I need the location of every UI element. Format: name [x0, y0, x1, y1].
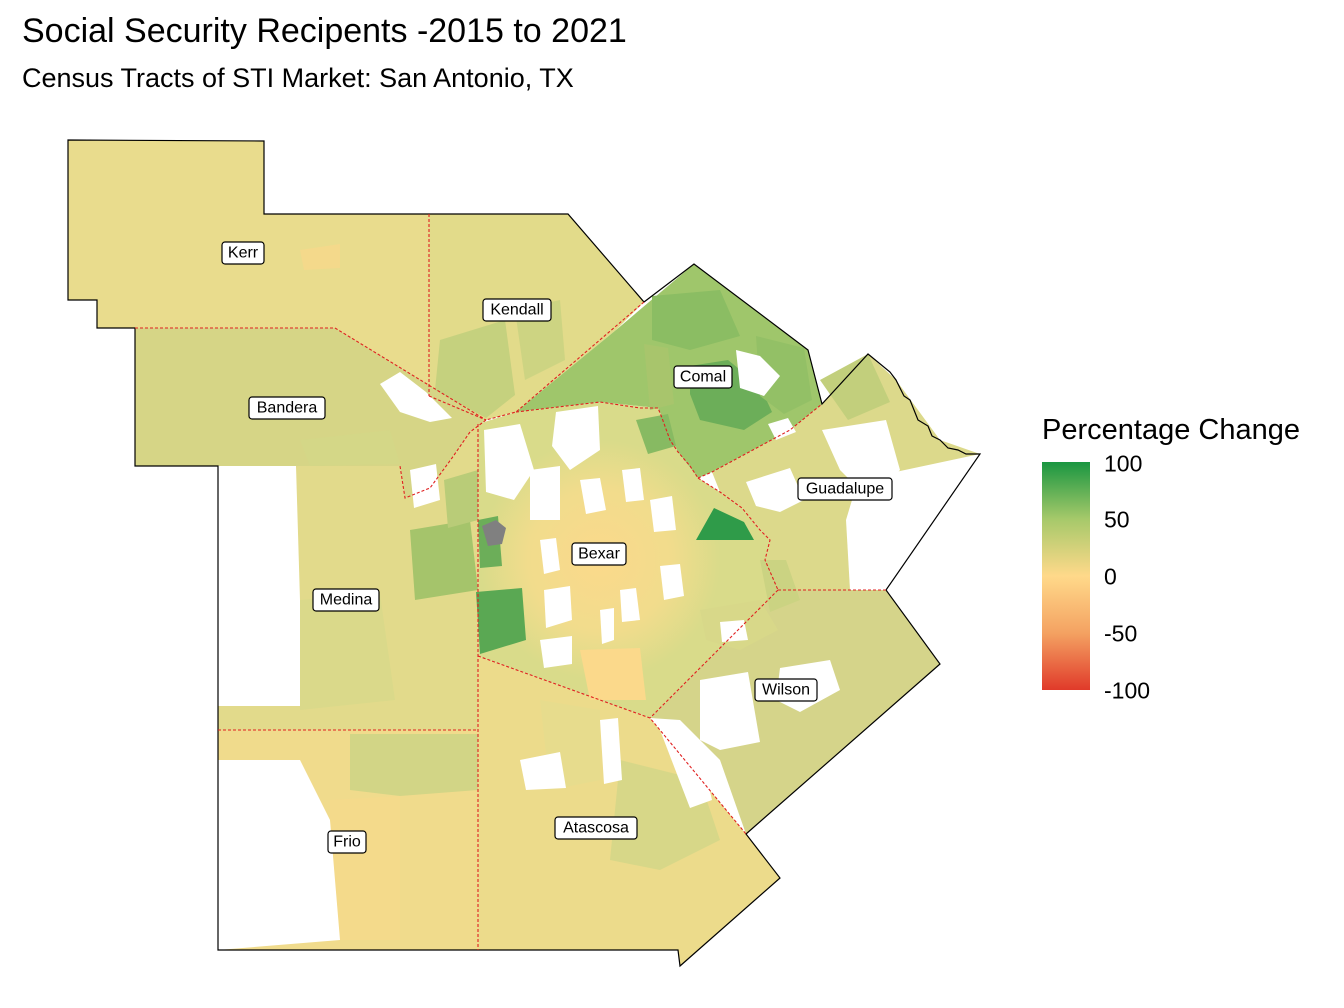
county-label-text: Atascosa [563, 820, 629, 837]
map-title: Social Security Recipents -2015 to 2021 [22, 12, 627, 50]
county-label-text: Kendall [490, 302, 543, 319]
county-label-kendall: Kendall [482, 298, 552, 322]
legend-tick-label: -100 [1104, 677, 1151, 704]
legend-tick-label: 100 [1104, 450, 1143, 477]
legend-tick-label: -50 [1104, 620, 1138, 647]
county-boundaries [135, 214, 886, 950]
county-kerr [68, 140, 429, 396]
county-label-text: Bandera [257, 400, 318, 417]
na-tract [482, 520, 506, 546]
county-label-text: Wilson [762, 682, 810, 699]
county-label-kerr: Kerr [221, 241, 265, 265]
county-label-text: Kerr [228, 245, 259, 262]
county-label-text: Guadalupe [806, 481, 884, 498]
county-label-bexar: Bexar [571, 542, 627, 566]
county-label-bandera: Bandera [248, 396, 326, 420]
tract-shading [300, 244, 890, 940]
missing-data-areas [218, 350, 980, 950]
county-label-text: Medina [320, 592, 373, 609]
legend-tick-label: 50 [1104, 506, 1130, 533]
legend-title: Percentage Change [1042, 414, 1300, 446]
map-subtitle: Census Tracts of STI Market: San Antonio… [22, 63, 574, 93]
market-boundary [67, 139, 982, 968]
county-label-wilson: Wilson [754, 678, 818, 702]
county-label-medina: Medina [312, 588, 380, 612]
county-label-comal: Comal [673, 365, 733, 389]
legend-tick-label: 0 [1104, 563, 1117, 590]
county-label-text: Bexar [578, 546, 620, 563]
county-fills [68, 140, 980, 966]
county-labels: Kerr Kendall Comal Bandera Guadalupe Bex… [221, 241, 893, 854]
county-label-text: Frio [333, 834, 361, 851]
county-label-atascosa: Atascosa [554, 816, 638, 840]
legend-color-bar [1042, 462, 1090, 690]
county-label-frio: Frio [327, 830, 367, 854]
county-label-text: Comal [680, 369, 726, 386]
county-label-guadalupe: Guadalupe [797, 477, 893, 501]
